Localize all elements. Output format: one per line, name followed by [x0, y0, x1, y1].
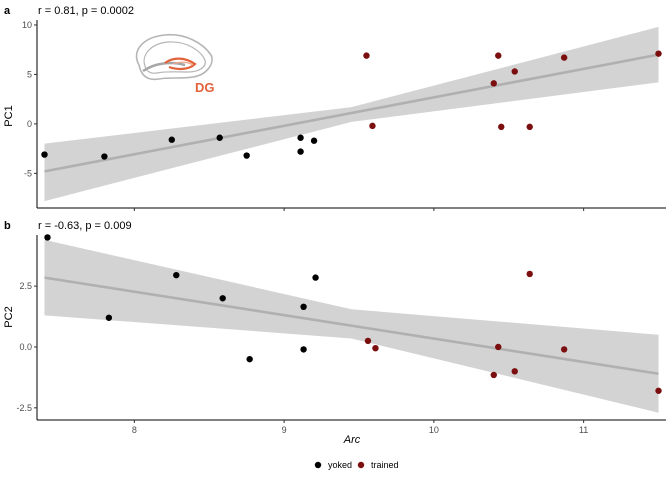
panel-b-point-yoked — [44, 234, 51, 241]
panel-b-letter: b — [4, 220, 11, 232]
legend-swatch-trained — [357, 461, 365, 469]
panel-b-point-yoked — [219, 295, 226, 302]
panel-b-point-yoked — [105, 314, 113, 321]
panel-b-point-yoked — [312, 274, 319, 281]
legend-item-yoked: yoked — [314, 460, 352, 470]
panel-b-y-tick-label: 2.5 — [19, 281, 32, 291]
hippocampus-inset: DG — [135, 33, 215, 95]
panel-a-regression-line — [44, 53, 659, 173]
panel-b-point-trained — [495, 343, 502, 351]
panel-a-point-yoked — [297, 148, 304, 155]
panel-b-correlation-annotation: r = -0.63, p = 0.009 — [38, 220, 132, 232]
dg-label: DG — [195, 80, 215, 95]
panel-a-point-trained — [369, 122, 376, 130]
panel-b-point-trained — [490, 371, 497, 379]
panel-a-point-trained — [511, 68, 518, 75]
panel-b-point-trained — [364, 337, 372, 345]
ca-region-curve — [142, 61, 186, 73]
legend-label-trained: trained — [371, 460, 399, 470]
panel-a-y-tick-label: 10 — [22, 20, 32, 30]
panel-a-point-trained — [560, 54, 568, 61]
panel-a-point-trained — [655, 50, 662, 57]
panel-a-point-yoked — [243, 152, 250, 159]
panel-b-y-axis-title: PC2 — [3, 306, 15, 327]
panel-a-point-yoked — [41, 151, 48, 158]
panel-a-point-yoked — [216, 134, 223, 141]
legend-label-yoked: yoked — [328, 460, 352, 470]
hippocampus-outer-outline — [135, 33, 213, 81]
panel-a-point-yoked — [310, 137, 318, 144]
panel-b-point-trained — [511, 368, 518, 375]
panel-a-letter: a — [4, 5, 11, 17]
panel-a-fit-line — [44, 53, 659, 173]
panel-a-points — [41, 50, 662, 160]
panel-a-point-yoked — [168, 136, 175, 143]
panel-a-y-tick-label: -5 — [24, 168, 32, 178]
dentate-gyrus-inner — [172, 61, 194, 66]
panel-b-point-yoked — [300, 346, 307, 353]
panel-a-point-trained — [490, 80, 497, 87]
panel-b-axes — [36, 235, 666, 421]
panel-b-x-tick-label: 11 — [579, 425, 588, 435]
dentate-gyrus-highlight — [164, 57, 197, 71]
panel-a-y-tick-label: 5 — [27, 69, 32, 79]
legend-item-trained: trained — [357, 460, 399, 470]
legend-swatch-yoked — [314, 461, 322, 469]
panel-b-point-trained — [655, 387, 662, 394]
panel-b: b r = -0.63, p = 0.009 PC2 -2.5 0.0 2.5 8 9 1… — [3, 220, 666, 446]
panel-b-point-trained — [526, 270, 533, 278]
panel-b-points — [44, 234, 662, 394]
panel-b-point-yoked — [246, 355, 253, 363]
panel-b-x-tick-label: 9 — [282, 425, 287, 435]
panel-b-x-tick-label: 8 — [132, 425, 137, 435]
panel-b-point-yoked — [173, 271, 180, 279]
panel-b-x-tick-label: 10 — [429, 425, 439, 435]
panel-a-y-tick-label: 0 — [27, 119, 32, 129]
panel-a-correlation-annotation: r = 0.81, p = 0.0002 — [38, 5, 134, 17]
panel-a-point-yoked — [101, 153, 108, 160]
panel-a-y-axis-title: PC1 — [3, 105, 15, 126]
panel-b-regression-line — [44, 276, 659, 376]
panel-b-fit-line — [44, 276, 659, 376]
panel-a-point-trained — [498, 123, 505, 131]
panel-a-point-yoked — [297, 134, 304, 141]
panel-a-axes — [36, 20, 666, 209]
panel-a: a r = 0.81, p = 0.0002 PC1 -5 0 5 10 DG — [3, 5, 666, 211]
legend: yoked trained — [314, 460, 399, 470]
panel-b-point-trained — [372, 344, 379, 352]
panel-b-y-tick-label: 0.0 — [19, 342, 32, 352]
panel-b-point-yoked — [300, 303, 307, 311]
panel-b-ticks: -2.5 0.0 2.5 8 9 10 11 — [16, 281, 588, 435]
panel-a-point-trained — [363, 52, 370, 59]
panel-a-ticks: -5 0 5 10 — [22, 20, 585, 211]
panel-a-point-trained — [495, 52, 502, 59]
x-axis-title: Arc — [343, 434, 361, 446]
hippocampus-inner-outline — [143, 41, 206, 74]
panel-b-point-trained — [560, 346, 568, 353]
panel-a-point-trained — [526, 123, 533, 131]
panel-b-y-tick-label: -2.5 — [16, 403, 32, 413]
